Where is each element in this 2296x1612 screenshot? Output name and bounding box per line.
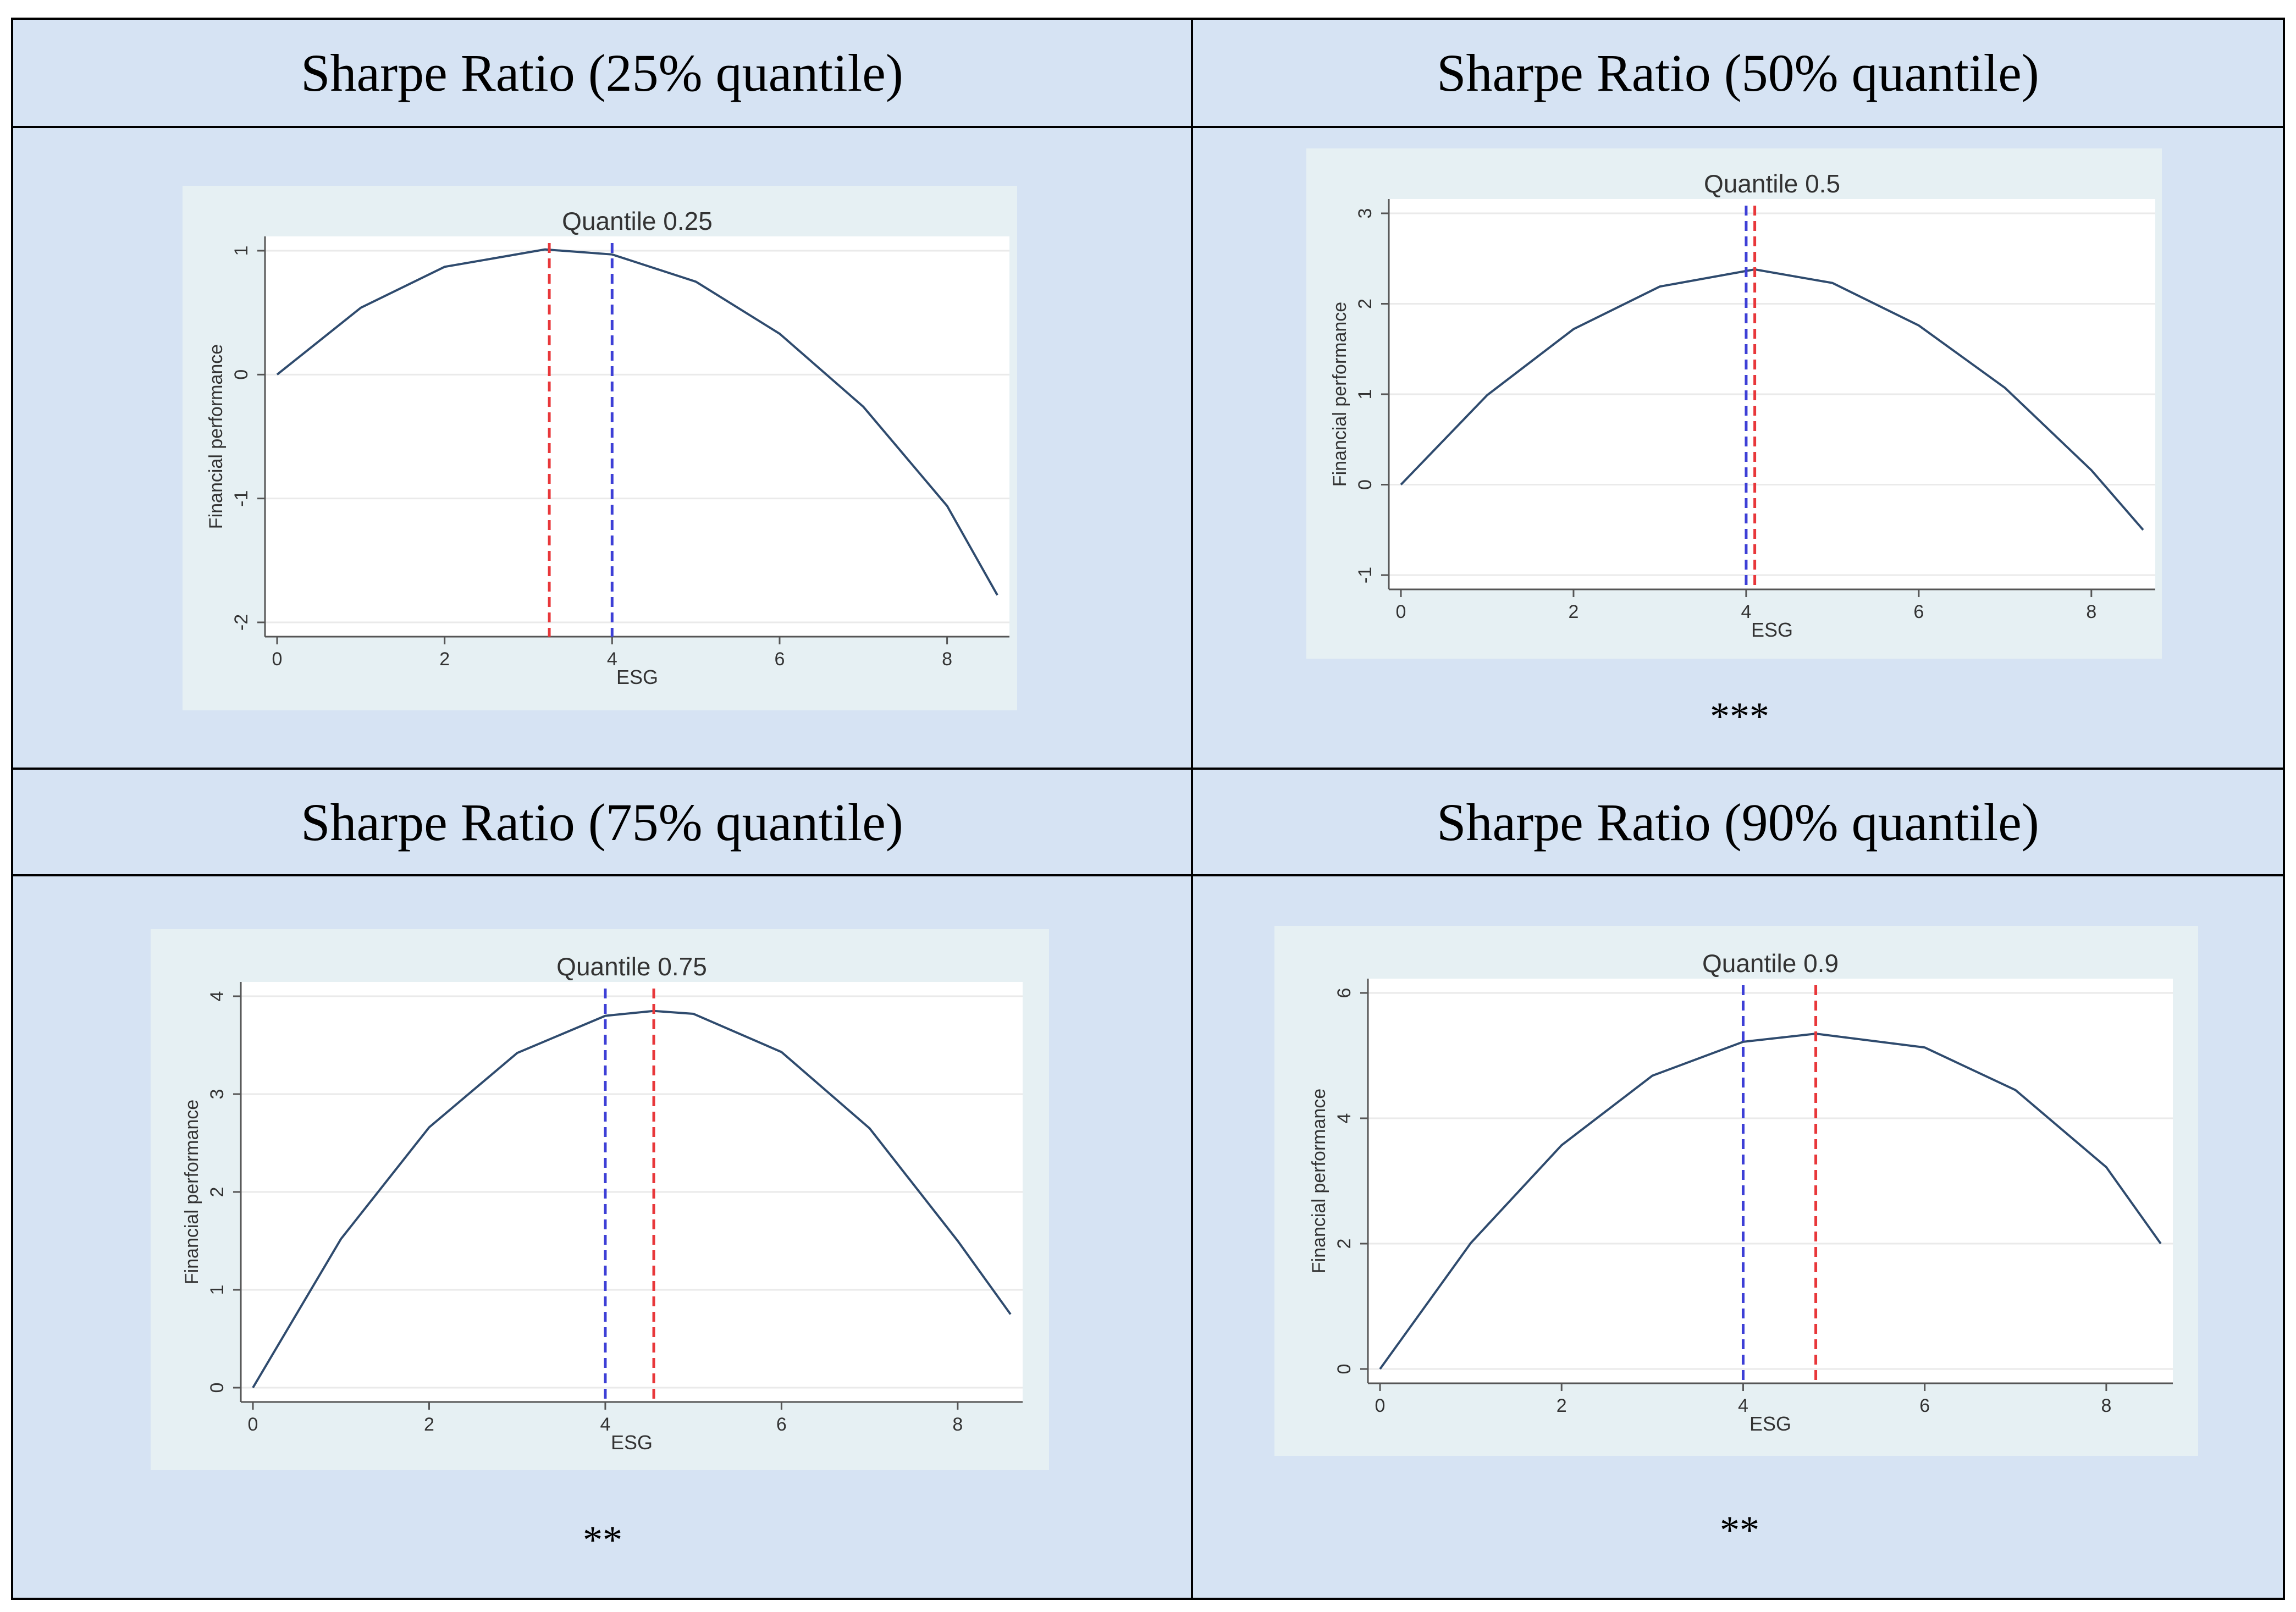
header-cell-90: Sharpe Ratio (90% quantile) bbox=[1193, 770, 2283, 874]
x-axis-label: ESG bbox=[611, 1431, 653, 1454]
row-divider bbox=[13, 126, 2283, 128]
chart-title: Quantile 0.75 bbox=[556, 952, 707, 981]
chart-quantile-025: -2 -1 0 1 0 2 4 6 8 Quantile 0.25 ESG Financial per… bbox=[183, 186, 1017, 710]
x-tick-label: 8 bbox=[2101, 1395, 2111, 1416]
y-tick-label: -1 bbox=[1355, 567, 1376, 583]
y-tick-label: -1 bbox=[231, 490, 252, 507]
header-cell-75: Sharpe Ratio (75% quantile) bbox=[13, 770, 1191, 874]
header-label-50: Sharpe Ratio (50% quantile) bbox=[1437, 43, 2039, 102]
y-tick-label: 2 bbox=[1355, 299, 1376, 309]
y-tick-label: 1 bbox=[231, 246, 252, 256]
row-divider bbox=[13, 874, 2283, 876]
x-tick-label: 4 bbox=[600, 1414, 610, 1435]
x-tick-label: 8 bbox=[952, 1414, 963, 1435]
x-tick-label: 4 bbox=[607, 649, 617, 670]
x-tick-label: 6 bbox=[776, 1414, 787, 1435]
x-tick-label: 0 bbox=[1396, 601, 1406, 622]
x-axis-label: ESG bbox=[616, 666, 658, 688]
fitted-curve bbox=[276, 248, 998, 596]
chart-title: Quantile 0.5 bbox=[1704, 169, 1840, 198]
x-tick-label: 2 bbox=[439, 649, 450, 670]
y-tick-label: 3 bbox=[207, 1089, 228, 1100]
significance-50: *** bbox=[1710, 694, 1769, 738]
y-tick-label: 1 bbox=[1355, 389, 1376, 400]
x-tick-label: 0 bbox=[272, 649, 283, 670]
chart-title: Quantile 0.25 bbox=[562, 207, 713, 235]
x-tick-label: 4 bbox=[1738, 1395, 1748, 1416]
fitted-curve bbox=[1400, 268, 2144, 531]
y-axis-label: Financial performance bbox=[1329, 302, 1350, 487]
significance-75: ** bbox=[583, 1518, 622, 1562]
y-tick-label: 1 bbox=[207, 1285, 228, 1295]
x-tick-label: 2 bbox=[1557, 1395, 1567, 1416]
chart-title: Quantile 0.9 bbox=[1702, 949, 1839, 978]
y-tick-label: 0 bbox=[231, 369, 252, 380]
chart-quantile-075: 0 1 2 3 4 0 2 4 6 8 Quantile 0.75 ESG Financial perf… bbox=[151, 929, 1049, 1470]
y-axis-label: Financial performance bbox=[1309, 1089, 1329, 1273]
header-label-75: Sharpe Ratio (75% quantile) bbox=[301, 792, 903, 852]
x-tick-label: 0 bbox=[1375, 1395, 1386, 1416]
header-label-25: Sharpe Ratio (25% quantile) bbox=[301, 43, 903, 102]
y-tick-label: 2 bbox=[207, 1187, 228, 1197]
header-label-90: Sharpe Ratio (90% quantile) bbox=[1437, 792, 2039, 852]
significance-90: ** bbox=[1720, 1508, 1759, 1552]
x-tick-label: 8 bbox=[942, 649, 952, 670]
header-cell-25: Sharpe Ratio (25% quantile) bbox=[13, 20, 1191, 126]
x-axis-label: ESG bbox=[1751, 619, 1793, 641]
y-tick-label: 6 bbox=[1334, 988, 1355, 998]
row-divider bbox=[13, 768, 2283, 770]
y-tick-label: 0 bbox=[207, 1383, 228, 1393]
y-tick-label: 0 bbox=[1355, 479, 1376, 490]
fitted-curve bbox=[1379, 1033, 2162, 1370]
x-tick-label: 2 bbox=[424, 1414, 434, 1435]
x-tick-label: 6 bbox=[1913, 601, 1924, 622]
y-tick-label: 0 bbox=[1334, 1364, 1355, 1374]
column-divider bbox=[1191, 20, 1193, 1598]
y-axis-label: Financial performance bbox=[181, 1100, 202, 1284]
y-axis-label: Financial performance bbox=[206, 344, 227, 529]
x-tick-label: 2 bbox=[1568, 601, 1578, 622]
chart-quantile-05: -1 0 1 2 3 0 2 4 6 8 Quantile 0.5 ESG Financial perf… bbox=[1306, 148, 2162, 659]
x-tick-label: 8 bbox=[2086, 601, 2096, 622]
x-tick-label: 0 bbox=[248, 1414, 258, 1435]
plot-area bbox=[1368, 979, 2173, 1383]
x-axis-label: ESG bbox=[1749, 1412, 1791, 1435]
x-tick-label: 6 bbox=[1919, 1395, 1930, 1416]
chart-quantile-09: 0 2 4 6 0 2 4 6 8 Quantile 0.9 ESG Financial perfor… bbox=[1274, 926, 2198, 1456]
x-tick-label: 4 bbox=[1741, 601, 1751, 622]
x-tick-label: 6 bbox=[774, 649, 785, 670]
y-tick-label: 4 bbox=[1334, 1113, 1355, 1124]
y-tick-label: 4 bbox=[207, 991, 228, 1002]
y-tick-label: 2 bbox=[1334, 1239, 1355, 1249]
y-tick-label: -2 bbox=[231, 614, 252, 631]
plot-area bbox=[265, 236, 1009, 637]
y-tick-label: 3 bbox=[1355, 208, 1376, 219]
header-cell-50: Sharpe Ratio (50% quantile) bbox=[1193, 20, 2283, 126]
